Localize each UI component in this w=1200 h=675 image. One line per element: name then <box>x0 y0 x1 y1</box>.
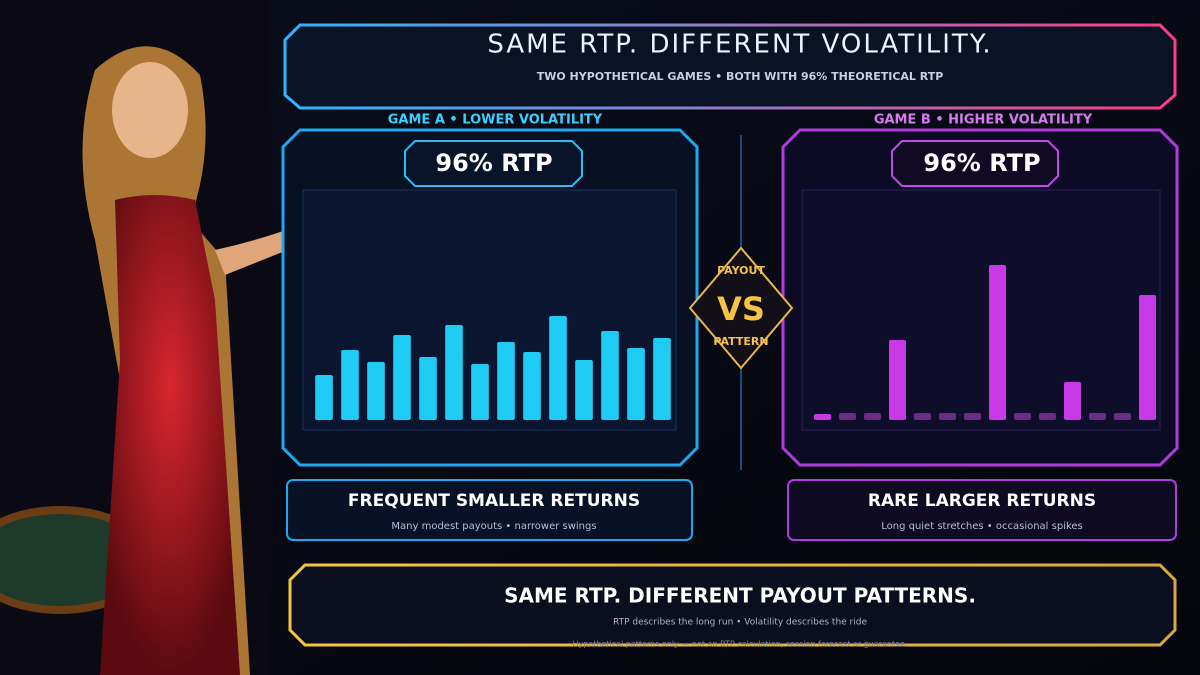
bar <box>1089 413 1106 420</box>
footer-subtitle: RTP describes the long run • Volatility … <box>613 618 867 628</box>
disclaimer: Hypothetical patterns only — not an RTP … <box>573 640 908 649</box>
bar <box>627 348 645 420</box>
caption: FREQUENT SMALLER RETURNS <box>348 491 640 511</box>
caption: RARE LARGER RETURNS <box>868 491 1096 511</box>
vs-top: PAYOUT <box>717 264 765 277</box>
bar <box>367 362 385 420</box>
caption-box <box>787 479 1177 541</box>
bar <box>864 413 881 420</box>
vs-badge <box>688 246 794 370</box>
bar <box>914 413 931 420</box>
bar <box>523 352 541 420</box>
bar <box>419 357 437 420</box>
vs-text: VS <box>717 290 765 328</box>
bar <box>393 335 411 420</box>
bar <box>839 413 856 420</box>
bar <box>1039 413 1056 420</box>
panel-title: GAME A • LOWER VOLATILITY <box>388 113 603 128</box>
badge <box>891 140 1059 187</box>
subtitle: TWO HYPOTHETICAL GAMES • BOTH WITH 96% T… <box>537 70 944 83</box>
plot-area <box>801 189 1161 431</box>
plot-area <box>302 189 677 431</box>
badge-text: 96% RTP <box>435 149 552 177</box>
footer-title: SAME RTP. DIFFERENT PAYOUT PATTERNS. <box>504 584 976 608</box>
title: SAME RTP. DIFFERENT VOLATILITY. <box>487 30 992 60</box>
bar <box>601 331 619 420</box>
panel-title: GAME B • HIGHER VOLATILITY <box>874 113 1093 128</box>
bar <box>445 325 463 420</box>
header-frame <box>283 23 1177 110</box>
bar <box>1064 382 1081 420</box>
bar <box>1014 413 1031 420</box>
bar <box>471 364 489 420</box>
footer-frame <box>288 563 1177 647</box>
bar <box>964 413 981 420</box>
bar <box>939 413 956 420</box>
bar <box>549 316 567 420</box>
bar <box>653 338 671 420</box>
caption-note: Many modest payouts • narrower swings <box>391 521 596 532</box>
bar <box>1139 295 1156 420</box>
caption-note: Long quiet stretches • occasional spikes <box>881 521 1083 532</box>
caption-box <box>286 479 693 541</box>
badge <box>404 140 583 187</box>
bar <box>315 375 333 420</box>
bar <box>341 350 359 420</box>
bar <box>989 265 1006 420</box>
bar <box>1114 413 1131 420</box>
bar <box>889 340 906 420</box>
bar <box>575 360 593 420</box>
vs-bottom: PATTERN <box>713 335 768 348</box>
bar <box>814 414 831 420</box>
bar <box>497 342 515 420</box>
badge-text: 96% RTP <box>923 149 1040 177</box>
